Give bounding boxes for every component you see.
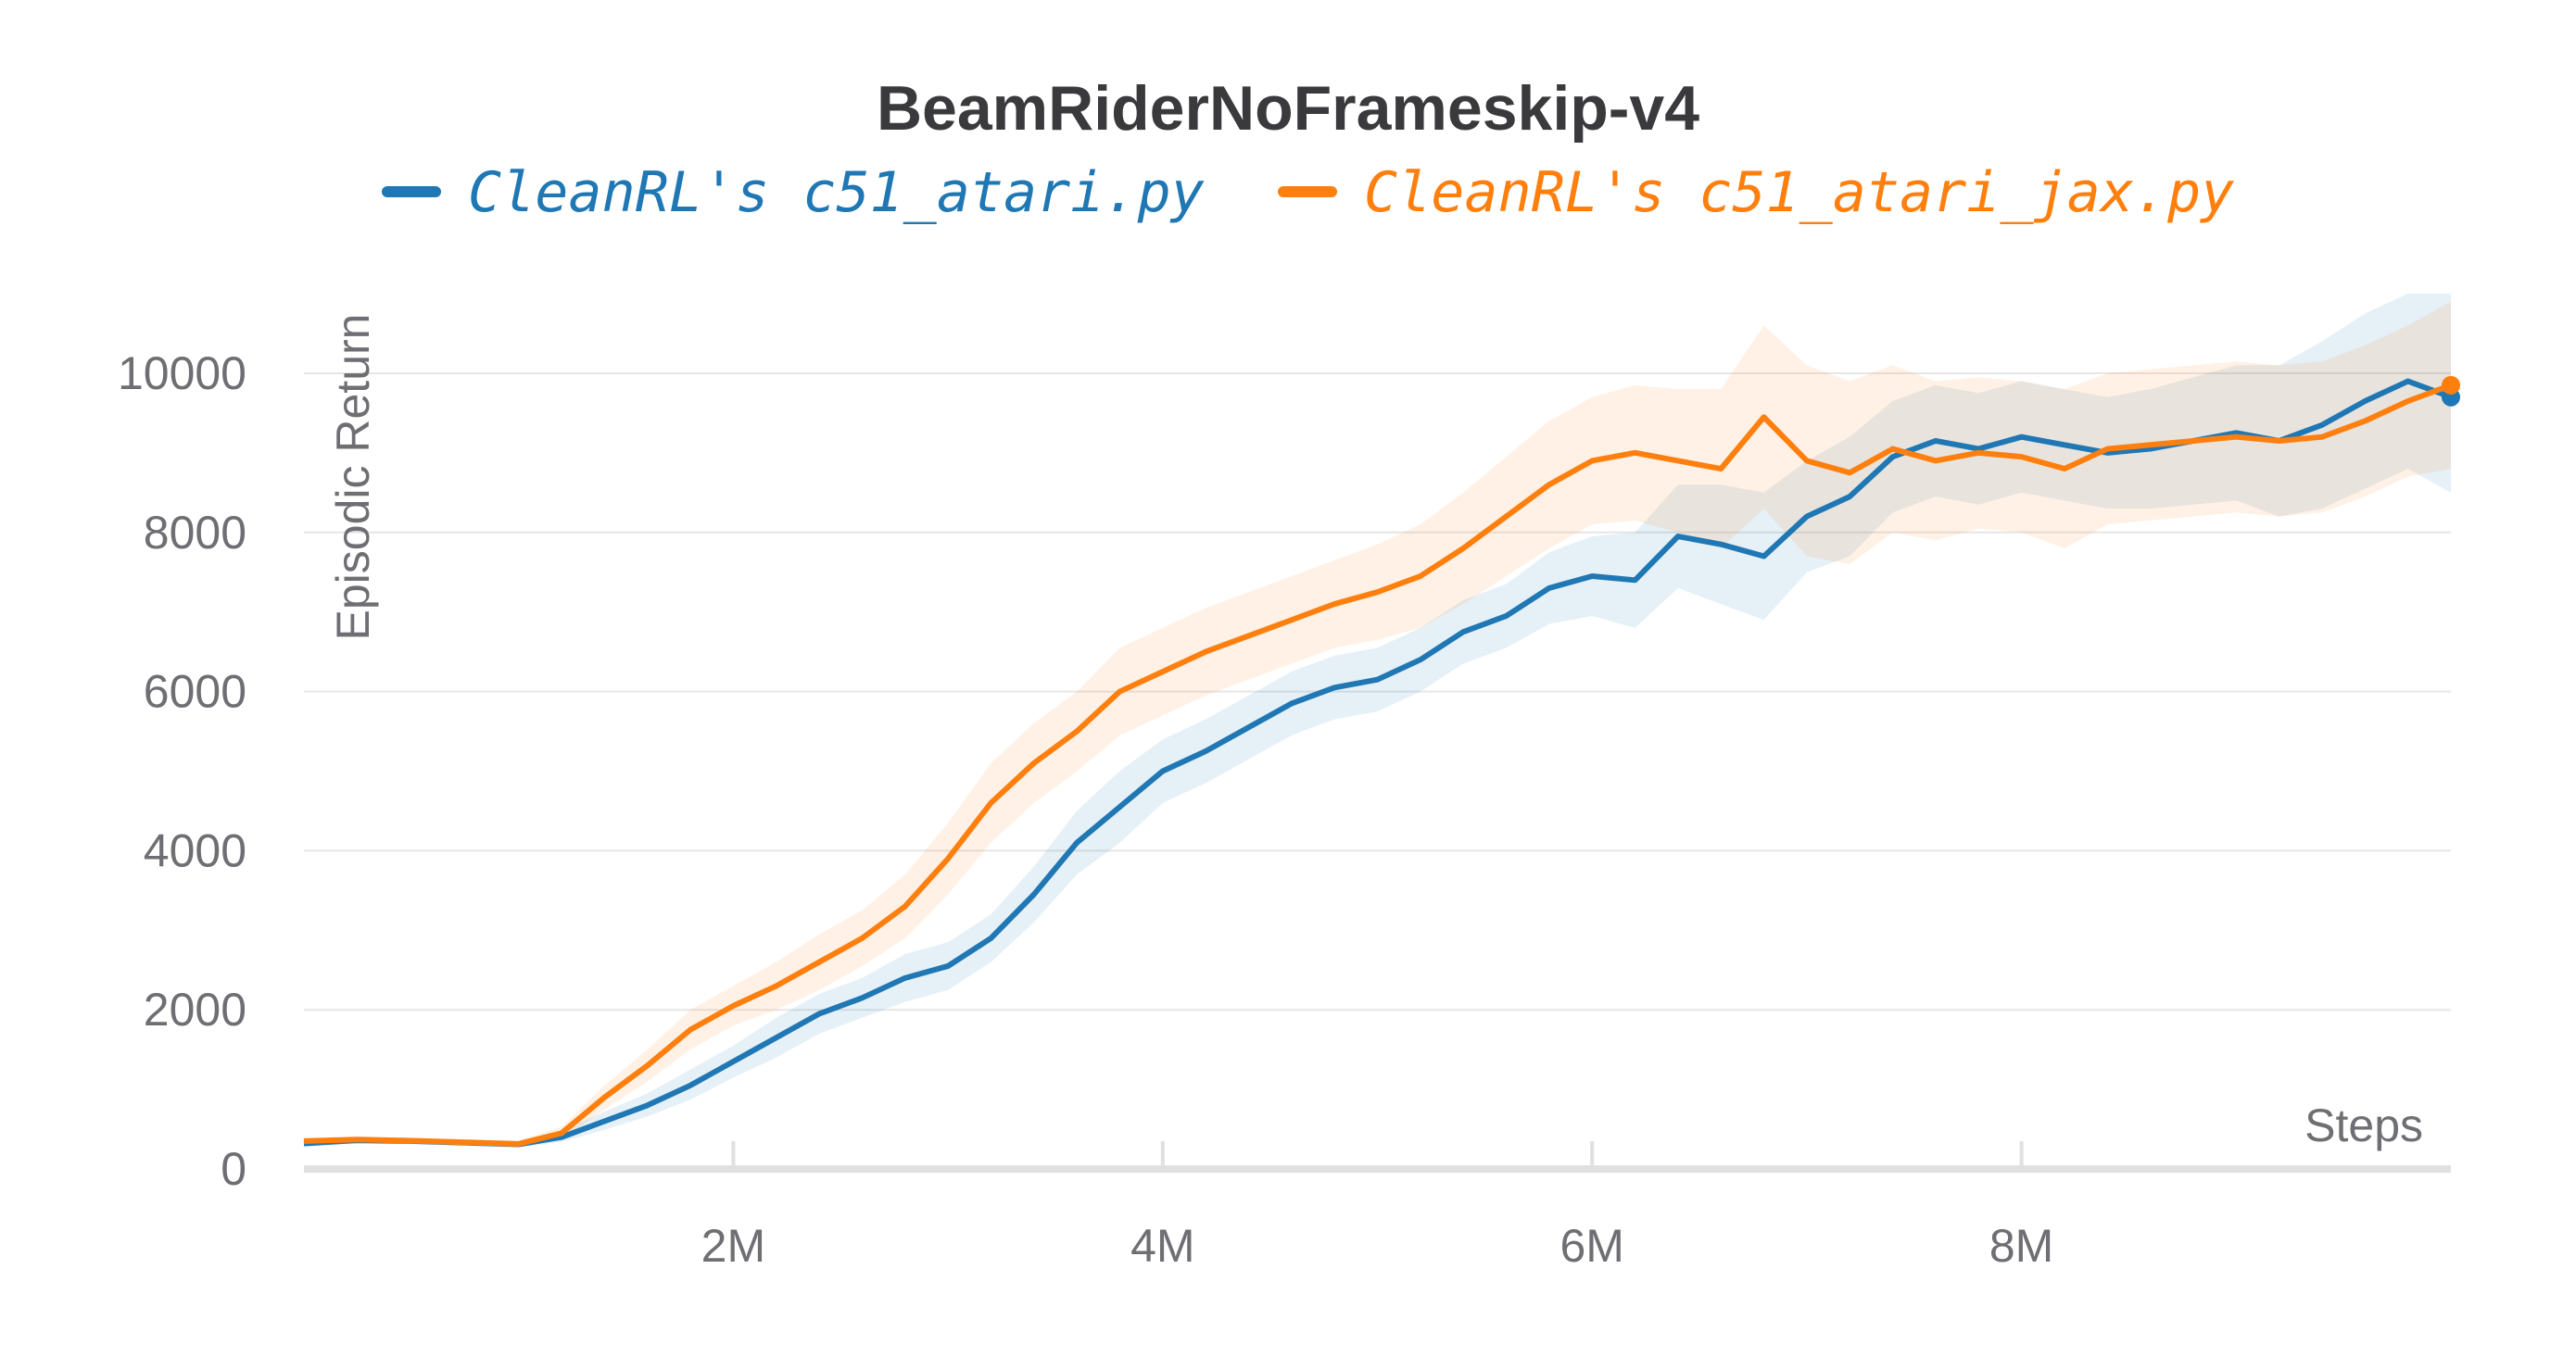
y-tick-label: 6000 xyxy=(144,666,246,718)
y-tick-label: 2000 xyxy=(144,984,246,1036)
legend-item-blue[interactable]: CleanRL's c51_atari.py xyxy=(382,160,1205,225)
x-tick-label: 4M xyxy=(1130,1220,1194,1272)
grid-lines xyxy=(304,371,2451,1011)
confidence-band-orange xyxy=(304,301,2451,1148)
x-tick-label: 8M xyxy=(1989,1220,2053,1272)
y-tick-label: 0 xyxy=(221,1143,246,1195)
chart-title: BeamRiderNoFrameskip-v4 xyxy=(877,73,1699,144)
legend: CleanRL's c51_atari.py CleanRL's c51_ata… xyxy=(382,160,2234,225)
x-tick-label: 6M xyxy=(1559,1220,1623,1272)
y-tick-label: 10000 xyxy=(118,347,246,399)
y-tick-label: 4000 xyxy=(144,824,246,876)
series-lines xyxy=(303,375,2460,1148)
axes: 0 2000 4000 6000 8000 10000 2M 4M 6M 8M xyxy=(118,347,2451,1272)
y-tick-label: 8000 xyxy=(144,507,246,559)
legend-label-orange: CleanRL's c51_atari_jax.py xyxy=(1364,160,2234,225)
series-line-orange[interactable] xyxy=(303,383,2453,1147)
legend-label-blue: CleanRL's c51_atari.py xyxy=(468,160,1205,225)
confidence-band-blue xyxy=(304,294,2451,1148)
y-axis-label: Episodic Return xyxy=(327,314,379,641)
legend-item-orange[interactable]: CleanRL's c51_atari_jax.py xyxy=(1278,160,2234,225)
confidence-bands xyxy=(304,294,2451,1148)
x-axis-label: Steps xyxy=(2305,1099,2423,1151)
series-end-point-orange xyxy=(2442,375,2460,395)
x-tick-label: 2M xyxy=(701,1220,765,1272)
